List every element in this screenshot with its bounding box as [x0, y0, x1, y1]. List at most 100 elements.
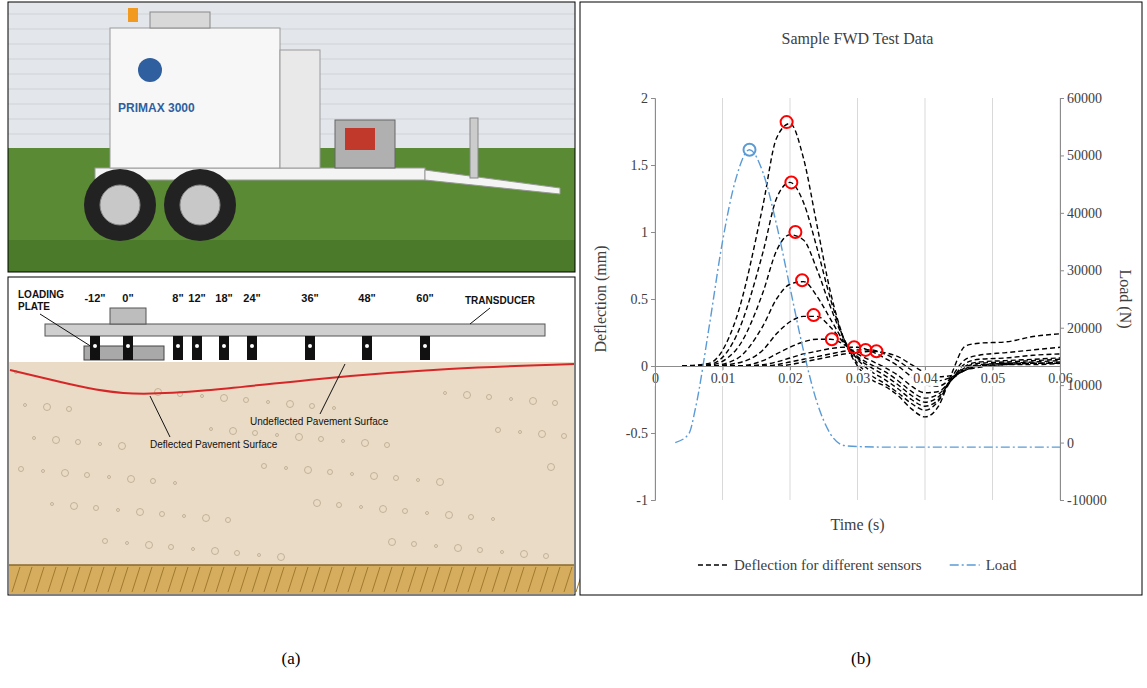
subgrade-hatch: [48, 567, 56, 592]
tick-mark: [1060, 385, 1064, 386]
aggregate: [548, 464, 555, 471]
aggregate: [44, 404, 51, 411]
aggregate: [253, 431, 258, 436]
subgrade-hatch: [204, 567, 212, 592]
legend-label: Load: [986, 557, 1017, 573]
label-patch: [709, 371, 738, 386]
subgrade-hatch: [24, 567, 32, 592]
photo-panel: PRIMAX 3000: [8, 2, 575, 272]
aggregate: [276, 434, 279, 437]
tick: 0.01: [709, 366, 738, 386]
subgrade-hatch: [96, 567, 104, 592]
subgrade-hatch: [60, 567, 68, 592]
plot-area: [675, 116, 1060, 447]
aggregate: [53, 437, 60, 444]
aggregate: [210, 428, 213, 431]
subgrade-hatch: [216, 567, 224, 592]
aggregate: [71, 503, 78, 510]
aggregate: [403, 509, 408, 514]
subgrade-hatch: [552, 567, 560, 592]
aggregate: [464, 392, 471, 399]
label-patch: [979, 371, 1008, 386]
tick: 1.5: [631, 158, 656, 173]
subgrade-hatch: [456, 567, 464, 592]
axis-title: Deflection (mm): [592, 245, 610, 352]
aggregate: [389, 539, 396, 546]
label-patch: [911, 371, 940, 386]
aggregate: [103, 539, 108, 544]
tick-mark: [993, 366, 994, 370]
aggregate: [235, 551, 240, 556]
tick: 50000: [1060, 148, 1102, 163]
grid-line: [992, 98, 993, 500]
grid: [655, 98, 1060, 500]
subgrade-hatch: [252, 567, 260, 592]
subgrade-hatch: [228, 567, 236, 592]
wheel-rim: [100, 185, 140, 225]
peak-marker: [808, 309, 820, 321]
aggregate: [119, 443, 126, 450]
peak-marker: [848, 341, 860, 353]
tick-mark: [651, 433, 655, 434]
wheel-rim: [180, 185, 220, 225]
subgrade-hatch: [312, 567, 320, 592]
tick-mark: [790, 366, 791, 370]
peak-marker: [796, 274, 808, 286]
subgrade-hatch: [240, 567, 248, 592]
series-line: [682, 316, 1060, 398]
aggregate: [137, 509, 144, 516]
axis: -100000100002000030000400005000060000: [1060, 91, 1107, 508]
subgrade-hatch: [348, 567, 356, 592]
aggregate: [67, 407, 72, 412]
leader: [320, 364, 345, 414]
aggregate: [455, 545, 462, 552]
aggregate: [128, 476, 135, 483]
subgrade-hatch: [72, 567, 80, 592]
aggregate: [469, 515, 474, 520]
tick-label: 2: [641, 91, 648, 106]
label-patch: [776, 371, 805, 386]
aggregate: [371, 473, 378, 480]
aggregate: [230, 428, 237, 435]
tick: -0.5: [626, 426, 655, 441]
tick-label: -1: [636, 493, 648, 508]
subgrade-hatch: [300, 567, 308, 592]
peak-marker: [826, 333, 838, 345]
sensor-dot: [308, 344, 312, 348]
aggregate: [446, 512, 453, 519]
aggregate: [362, 440, 369, 447]
aggregate: [496, 428, 501, 433]
tick: -10000: [1060, 493, 1107, 508]
roof-unit: [150, 12, 210, 28]
tick: 60000: [1060, 91, 1102, 106]
subgrade-hatch: [144, 567, 152, 592]
loading-plate-label: LOADINGPLATE: [18, 289, 64, 312]
tick-mark: [1060, 328, 1064, 329]
subgrade-hatch: [540, 567, 548, 592]
figure: PRIMAX 3000-12"0"8"12"18"24"36"48"60"LOA…: [0, 0, 1147, 688]
aggregate: [267, 401, 270, 404]
tick: 0: [641, 359, 655, 374]
engine-tank: [345, 128, 375, 150]
wheel: [164, 169, 236, 241]
box-door: [280, 50, 320, 168]
peak-marker: [781, 116, 793, 128]
sensor: [247, 336, 257, 360]
aggregate: [501, 551, 504, 554]
aggregate: [244, 398, 249, 403]
tick-mark: [651, 500, 655, 501]
tick: 0.5: [631, 292, 656, 307]
sensor: [219, 336, 229, 360]
aggregate: [94, 506, 99, 511]
sensor-offset: 0": [122, 292, 133, 304]
wall-stripe: [8, 29, 575, 30]
aggregate: [319, 437, 324, 442]
subgrade-hatch: [324, 567, 332, 592]
aggregate: [360, 506, 363, 509]
aggregate: [342, 440, 345, 443]
aggregate: [169, 545, 174, 550]
subgrade-hatch: [120, 567, 128, 592]
sensor: [305, 336, 315, 360]
diagram-panel: -12"0"8"12"18"24"36"48"60"LOADINGPLATETR…: [8, 277, 584, 595]
aggregate: [544, 554, 549, 559]
